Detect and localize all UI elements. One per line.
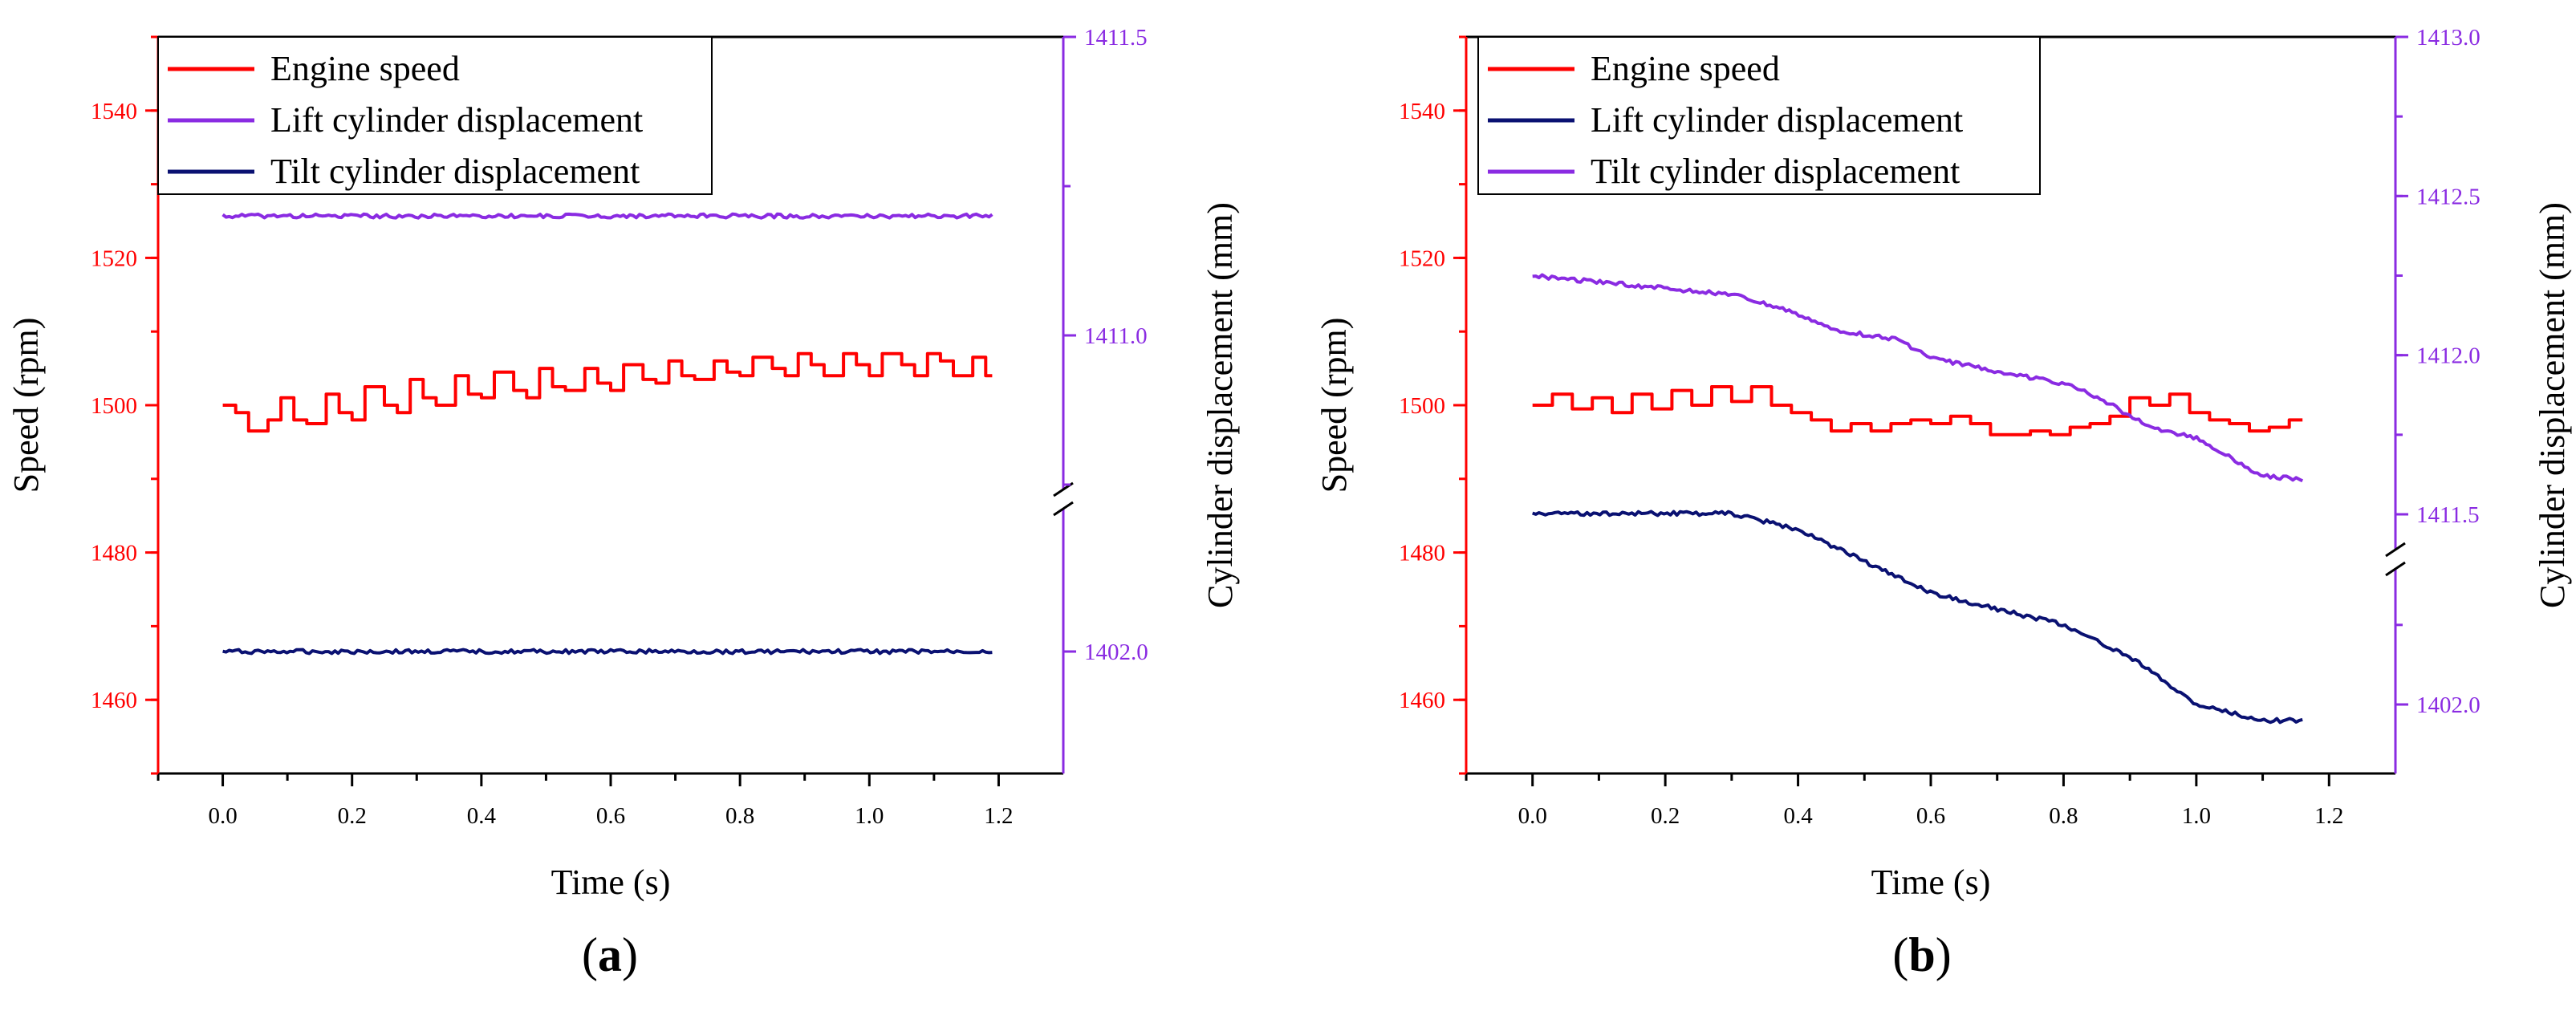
chart-panel-b: 0.0 0.2 0.4 0.6 0.8 1.0 1.2 1460 1480 1500 1520 154… (1314, 25, 2572, 981)
y-tick-label: 1460 (91, 688, 137, 713)
x-tick-label: 0.2 (1651, 803, 1680, 829)
y-axis-title: Speed (rpm) (1314, 318, 1354, 493)
series-line-engine-speed (1532, 385, 2303, 436)
series-line-lift-cylinder-displacement (221, 212, 993, 220)
x-tick-label: 0.0 (208, 803, 237, 829)
series-line-tilt-cylinder-displacement (222, 648, 993, 656)
series-line-lift-cylinder-displacement (1532, 510, 2303, 725)
panel-label-paren: ) (1936, 928, 1952, 981)
x-tick-label: 0.4 (1783, 803, 1813, 829)
y-tick-label: 1500 (1399, 393, 1445, 419)
y-tick-label: 1520 (91, 246, 137, 271)
y2-tick-label: 1413.0 (2416, 25, 2481, 51)
x-axis-title: Time (s) (1871, 863, 1991, 902)
x-tick-label: 0.0 (1518, 803, 1547, 829)
x-tick-label: 0.8 (725, 803, 754, 829)
y-tick-label: 1540 (1399, 99, 1445, 124)
legend: Engine speed Lift cylinder displacement Ti… (1477, 36, 2041, 195)
x-tick-label: 1.2 (984, 803, 1013, 829)
legend-label: Engine speed (270, 49, 460, 88)
panel-label: (b) (1892, 928, 1951, 981)
panel-label-paren: ( (582, 928, 598, 981)
x-tick-label: 0.2 (338, 803, 367, 829)
y2-tick-label: 1411.5 (2416, 502, 2480, 528)
y-tick-label: 1460 (1399, 688, 1445, 713)
y-tick-label: 1480 (91, 541, 137, 566)
x-tick-label: 0.6 (1916, 803, 1945, 829)
panel-label-paren: ( (1892, 928, 1908, 981)
x-tick-label: 1.2 (2314, 803, 2343, 829)
y-tick-label: 1540 (91, 99, 137, 124)
x-tick-label: 1.0 (2182, 803, 2211, 829)
y2-axis-title: Cylinder displacement (mm) (2533, 202, 2572, 608)
panel-label-paren: ) (622, 928, 638, 981)
y2-tick-label: 1412.0 (2416, 343, 2481, 369)
y2-tick-label: 1402.0 (2416, 692, 2481, 718)
y-tick-label: 1520 (1399, 246, 1445, 271)
legend: Engine speed Lift cylinder displacement Ti… (157, 36, 713, 195)
legend-label: Tilt cylinder displacement (270, 152, 640, 191)
series-line-engine-speed (222, 351, 993, 433)
x-axis-title: Time (s) (551, 863, 671, 902)
chart-panel-a: 0.0 0.2 0.4 0.6 0.8 1.0 1.2 1460 1480 1500 1520 154… (6, 25, 1240, 981)
x-tick-label: 0.4 (467, 803, 497, 829)
axis-break-mark (1053, 501, 1074, 517)
legend-label: Lift cylinder displacement (270, 100, 643, 140)
y2-tick-label: 1412.5 (2416, 184, 2481, 209)
x-tick-label: 0.6 (596, 803, 625, 829)
legend-label: Lift cylinder displacement (1591, 100, 1963, 140)
x-tick-label: 1.0 (855, 803, 884, 829)
legend-label: Tilt cylinder displacement (1591, 152, 1960, 191)
y2-tick-label: 1411.0 (1084, 323, 1148, 349)
plot-area (221, 212, 993, 656)
panel-label-letter: b (1908, 928, 1935, 981)
legend-label: Engine speed (1591, 49, 1780, 88)
y2-tick-label: 1411.5 (1084, 25, 1148, 51)
plot-area (1532, 273, 2304, 725)
legend-box (157, 36, 713, 195)
y2-tick-label: 1402.0 (1084, 639, 1148, 665)
y-tick-label: 1500 (91, 393, 137, 419)
y-tick-label: 1480 (1399, 541, 1445, 566)
x-tick-label: 0.8 (2049, 803, 2078, 829)
axis-break-mark (2385, 561, 2406, 577)
axis-break-mark (2385, 542, 2406, 558)
y2-axis-title: Cylinder displacement (mm) (1201, 202, 1240, 608)
series-line-tilt-cylinder-displacement (1532, 273, 2304, 483)
panel-label: (a) (582, 928, 638, 981)
legend-box (1477, 36, 2041, 195)
y-axis-title: Speed (rpm) (6, 318, 46, 493)
panel-label-letter: a (598, 928, 622, 981)
